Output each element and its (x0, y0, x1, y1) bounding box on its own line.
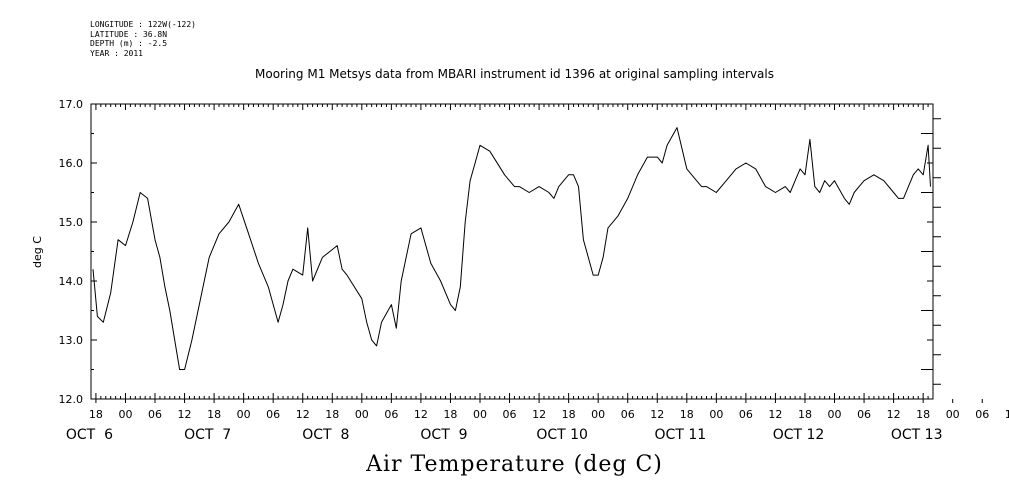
x-hour-label: 06 (148, 408, 162, 421)
x-hour-label: 12 (1005, 408, 1009, 421)
y-axis-label: deg C (31, 236, 44, 268)
x-hour-label: 00 (591, 408, 605, 421)
x-hour-label: 18 (443, 408, 457, 421)
x-hour-label: 12 (296, 408, 310, 421)
x-hour-label: 06 (503, 408, 517, 421)
x-day-label: OCT 10 (536, 427, 588, 443)
x-hour-label: 00 (237, 408, 251, 421)
series-line-air-temperature (92, 127, 931, 370)
x-hour-label: 12 (414, 408, 428, 421)
plot-frame (90, 103, 934, 400)
x-hour-label: 00 (473, 408, 487, 421)
x-day-label: OCT 9 (420, 427, 467, 443)
x-hour-label: 12 (768, 408, 782, 421)
x-day-label: OCT 6 (66, 427, 113, 443)
depth-label: DEPTH (m) : -2.5 (90, 39, 168, 48)
x-hour-label: 12 (650, 408, 664, 421)
metadata-block: LONGITUDE : 122W(-122) LATITUDE : 36.8N … (90, 20, 196, 58)
y-axis-ticks: 12.0 13.0 14.0 15.0 16.0 17.0 (59, 98, 941, 406)
x-day-label: OCT 13 (891, 427, 943, 443)
x-hour-label: 00 (118, 408, 132, 421)
y-tick-label: 12.0 (59, 393, 84, 406)
x-hour-label: 18 (680, 408, 694, 421)
y-tick-label: 17.0 (59, 98, 84, 111)
y-tick-label: 14.0 (59, 275, 84, 288)
x-hour-label: 12 (887, 408, 901, 421)
chart-title: Mooring M1 Metsys data from MBARI instru… (255, 67, 774, 81)
longitude-label: LONGITUDE : 122W(-122) (90, 20, 196, 29)
x-hour-label: 18 (207, 408, 221, 421)
y-tick-label: 16.0 (59, 157, 84, 170)
x-hour-label: 00 (355, 408, 369, 421)
chart-xlabel: Air Temperature (deg C) (366, 452, 663, 477)
x-hour-label: 06 (739, 408, 753, 421)
x-hour-label: 06 (266, 408, 280, 421)
x-hour-label: 12 (178, 408, 192, 421)
x-hour-label: 06 (384, 408, 398, 421)
x-hour-label: 18 (916, 408, 930, 421)
x-axis-ticks: 18 00 06 12 18 00 06 12 18 00 06 12 18 00 06 12 18 00 06 12… (66, 104, 1009, 443)
y-tick-label: 13.0 (59, 334, 84, 347)
x-hour-label: 18 (325, 408, 339, 421)
year-label: YEAR : 2011 (90, 48, 143, 58)
x-hour-label: 00 (946, 408, 960, 421)
x-hour-label: 12 (532, 408, 546, 421)
x-hour-label: 06 (857, 408, 871, 421)
y-tick-label: 15.0 (59, 216, 84, 229)
x-hour-label: 00 (828, 408, 842, 421)
x-hour-label: 00 (709, 408, 723, 421)
x-day-label: OCT 8 (302, 427, 349, 443)
latitude-label: LATITUDE : 36.8N (90, 29, 168, 39)
x-day-label: OCT 11 (655, 427, 707, 443)
x-hour-label: 18 (562, 408, 576, 421)
x-hour-label: 06 (621, 408, 635, 421)
series-group (92, 127, 931, 370)
x-day-label: OCT 12 (773, 427, 825, 443)
x-hour-label: 06 (975, 408, 989, 421)
x-hour-label: 18 (89, 408, 103, 421)
x-day-label: OCT 7 (184, 427, 231, 443)
x-hour-label: 18 (798, 408, 812, 421)
